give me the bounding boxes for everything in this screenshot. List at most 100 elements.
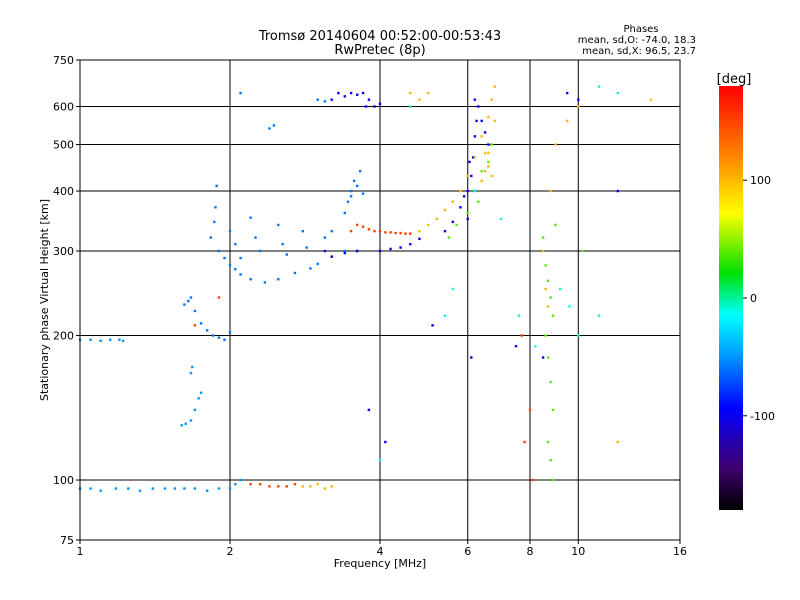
data-point <box>223 338 226 341</box>
data-point <box>616 440 619 444</box>
data-point <box>551 408 555 412</box>
data-point <box>493 85 497 88</box>
data-point <box>568 305 571 308</box>
data-point <box>577 98 580 101</box>
data-point <box>173 487 177 490</box>
data-point <box>268 485 271 488</box>
data-point <box>180 424 183 427</box>
data-point <box>89 487 92 490</box>
data-point <box>352 179 356 183</box>
data-point <box>316 483 319 486</box>
colorbar-axis: 100 0 -100 <box>743 174 775 423</box>
data-point <box>466 217 469 221</box>
data-point <box>475 119 478 123</box>
data-point <box>483 169 487 173</box>
data-point <box>228 487 232 490</box>
data-point <box>193 487 197 490</box>
data-point <box>466 174 469 178</box>
data-point <box>323 236 327 239</box>
data-point <box>234 267 237 271</box>
data-point <box>549 458 552 462</box>
data-point <box>228 264 232 267</box>
data-point <box>361 192 365 195</box>
data-point <box>399 231 402 235</box>
data-point <box>499 217 503 221</box>
data-point <box>459 189 462 193</box>
data-point <box>549 296 552 299</box>
data-point <box>546 440 550 444</box>
data-point <box>217 336 221 339</box>
data-point <box>239 478 242 482</box>
data-point <box>409 105 412 108</box>
data-point <box>193 324 197 327</box>
data-point <box>337 91 340 95</box>
data-point <box>197 397 200 400</box>
data-point <box>443 229 447 233</box>
data-point <box>355 223 359 227</box>
data-point <box>493 119 497 123</box>
data-point <box>443 314 447 317</box>
data-point <box>239 273 242 276</box>
data-point <box>114 487 118 490</box>
data-point <box>305 246 308 249</box>
data-point <box>349 189 353 193</box>
data-point <box>330 229 333 233</box>
data-point <box>330 485 333 488</box>
data-point <box>228 331 232 334</box>
data-point <box>254 236 257 239</box>
data-point <box>418 98 421 101</box>
data-point <box>121 339 125 343</box>
data-point <box>577 105 580 108</box>
data-point <box>349 91 353 95</box>
data-point <box>435 217 438 221</box>
data-point <box>373 229 376 233</box>
y-axis-label: Stationary phase Virtual Height [km] <box>38 199 51 401</box>
data-point <box>343 251 347 255</box>
chart-title: Tromsø 20140604 00:52:00-00:53:43 <box>258 29 501 44</box>
data-point <box>389 231 392 234</box>
data-point <box>285 253 288 256</box>
data-point <box>191 365 194 369</box>
data-point <box>544 287 547 291</box>
data-point <box>394 231 397 235</box>
data-point <box>541 356 545 359</box>
data-point <box>471 156 475 159</box>
data-point <box>373 105 376 108</box>
data-point <box>189 419 193 422</box>
grid <box>80 60 680 540</box>
x-tick-label: 4 <box>377 545 384 558</box>
data-point <box>418 237 421 241</box>
data-point <box>616 91 619 95</box>
data-point <box>616 189 619 193</box>
y-tick-label: 100 <box>53 474 74 487</box>
data-point <box>301 229 305 233</box>
data-point <box>109 338 112 341</box>
y-tick-label: 75 <box>60 534 74 547</box>
data-point <box>473 98 477 101</box>
data-point <box>409 232 412 235</box>
data-point <box>451 287 455 291</box>
data-point <box>490 98 493 101</box>
x-axis-label: Frequency [MHz] <box>334 557 426 570</box>
y-tick-label: 750 <box>53 54 74 67</box>
y-tick-label: 200 <box>53 330 74 343</box>
data-point <box>487 116 490 119</box>
data-point <box>473 189 477 193</box>
data-point <box>451 200 455 203</box>
data-point <box>272 124 276 127</box>
colorbar-tick-label: 100 <box>750 174 771 187</box>
data-point <box>367 228 371 231</box>
data-point <box>277 223 280 227</box>
data-point <box>187 299 190 303</box>
data-point <box>468 160 471 164</box>
data-point <box>249 216 252 219</box>
data-point <box>213 220 216 224</box>
data-point <box>490 174 493 178</box>
x-tick-label: 1 <box>77 545 84 558</box>
data-point <box>487 165 490 168</box>
data-point <box>330 255 333 258</box>
data-point <box>316 98 319 101</box>
x-tick-label: 16 <box>673 545 687 558</box>
data-point <box>234 242 237 246</box>
